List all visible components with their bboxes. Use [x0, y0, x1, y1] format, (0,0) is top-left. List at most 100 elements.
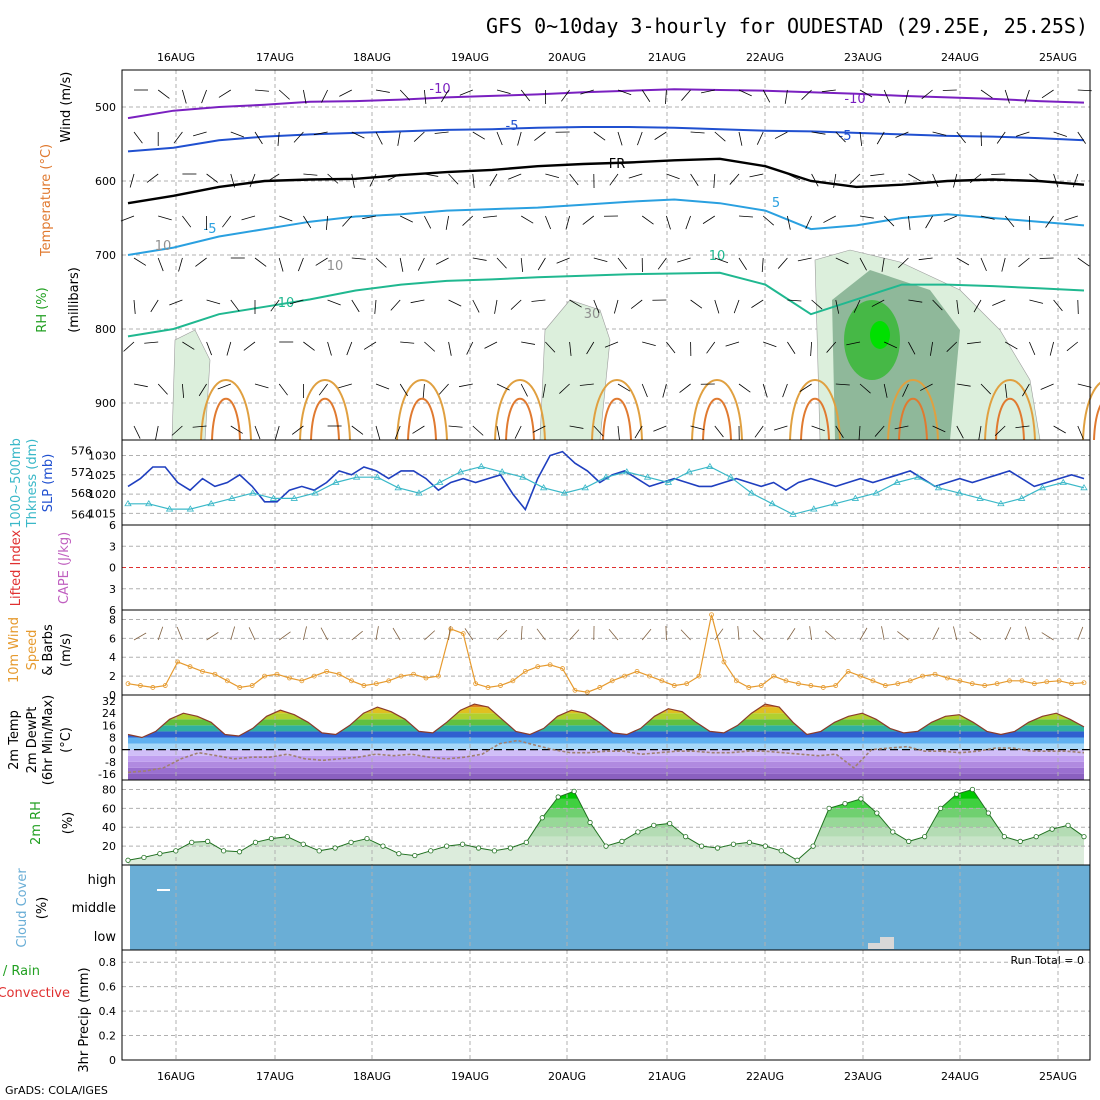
wind-barb [206, 173, 219, 183]
rh-marker [125, 857, 131, 863]
wind-barb [520, 215, 534, 224]
temp-line [127, 703, 1085, 739]
run-total-label: Run Total = 0 [1011, 954, 1085, 967]
wind-barb [410, 299, 425, 304]
wind-barb [399, 257, 404, 272]
date-tick-label: 18AUG [353, 51, 391, 64]
precip-tick-label: 0.4 [99, 1005, 117, 1018]
thickness-marker [352, 473, 361, 480]
wind-speed-marker [460, 631, 466, 637]
wind-barb [713, 173, 716, 188]
wind-speed-marker [733, 678, 739, 684]
wind-barb [749, 173, 764, 178]
date-tick-label: 17AUG [256, 51, 294, 64]
wind-barb [494, 299, 498, 314]
wind-barb [898, 257, 909, 269]
wind-barb [654, 131, 667, 140]
date-tick-label: 23AUG [844, 51, 882, 64]
thickness-marker [269, 494, 278, 501]
wind-barb [120, 215, 135, 222]
wind-barb [1053, 425, 1066, 434]
wind-barb [918, 257, 933, 261]
wind-barb [811, 299, 823, 310]
thickness-axis-label: Thkness (dm) [25, 439, 40, 529]
rh-band [128, 798, 1084, 809]
rh-marker [698, 843, 705, 849]
wind-barb [412, 425, 425, 434]
dewpoint-line [127, 739, 1085, 774]
wind-speed-marker [249, 683, 255, 688]
wind-speed-marker [597, 685, 603, 690]
wind-speed-marker [671, 683, 677, 688]
date-tick-label: 19AUG [451, 1070, 489, 1083]
wind-barb [853, 299, 861, 313]
wind-speed-marker [175, 659, 181, 665]
wind-barb [1041, 89, 1054, 99]
wind-speed-marker [895, 681, 901, 687]
wind-speed-marker [411, 671, 416, 677]
wind-barb [809, 626, 812, 641]
temp-tick-label: 16 [102, 719, 116, 732]
wind-barb [751, 299, 764, 308]
wind-barb [733, 299, 740, 314]
wind-speed-marker [1019, 678, 1025, 684]
wind-barb [462, 215, 474, 226]
thickness-marker [997, 499, 1005, 507]
wind-barb [967, 341, 982, 345]
slp-day-grid [175, 440, 1059, 525]
thickness-marker [165, 505, 174, 512]
wind-barb [859, 131, 863, 146]
wind-barb [545, 173, 560, 179]
wind-barb [756, 131, 764, 145]
wind-barb [448, 299, 462, 307]
rh-marker [635, 829, 641, 835]
wind-barb [714, 299, 720, 314]
wind-barb [375, 89, 390, 93]
wind-barb [593, 257, 608, 263]
date-tick-label: 23AUG [844, 1070, 882, 1083]
wind-barb [835, 425, 844, 438]
wind-barb [580, 89, 594, 95]
thickness-marker [373, 473, 382, 480]
thickness-marker [186, 505, 195, 512]
wind-barb [565, 215, 570, 230]
wind-barb [182, 215, 192, 228]
wind-barb [628, 173, 643, 179]
wind-barb [738, 89, 752, 97]
upper-air-axis-label: Temperature (°C) [39, 144, 54, 257]
isotherm-line [127, 126, 1085, 153]
y-tick-label: 6 [109, 604, 116, 617]
wind-barb [738, 215, 753, 218]
wind-barb [520, 383, 528, 397]
wind-barb [545, 341, 556, 353]
wind-barb [303, 89, 307, 104]
rh-marker [284, 834, 290, 840]
wind-barb [1053, 173, 1059, 188]
wind-barb [1004, 215, 1015, 228]
wind-barb [254, 257, 267, 267]
wind-barb [351, 131, 365, 139]
wind-barb [908, 341, 916, 355]
temp-contour-15 [200, 379, 252, 441]
wind-barb [201, 89, 207, 104]
wind-speed-marker [560, 666, 565, 671]
thickness-tick-label: 564 [71, 508, 92, 521]
wind-barb [1022, 383, 1030, 397]
wind-barb [932, 173, 939, 188]
wind-barb [641, 383, 648, 398]
rh-marker [651, 822, 657, 828]
wind-barb [1053, 131, 1067, 137]
temp-band [128, 707, 1084, 714]
wind-barb [662, 383, 667, 398]
wind-barb [534, 131, 546, 141]
wind-speed-marker [796, 681, 801, 687]
thickness-marker [1017, 494, 1026, 501]
wind-barb [777, 257, 788, 269]
thickness-marker [498, 468, 506, 475]
y-tick-label: 4 [109, 651, 116, 664]
wind-barb [973, 299, 982, 313]
wind-barb [277, 131, 280, 146]
wind-speed-marker [1069, 681, 1074, 687]
wind-barb [978, 425, 982, 440]
wind-barb [1018, 257, 1030, 268]
